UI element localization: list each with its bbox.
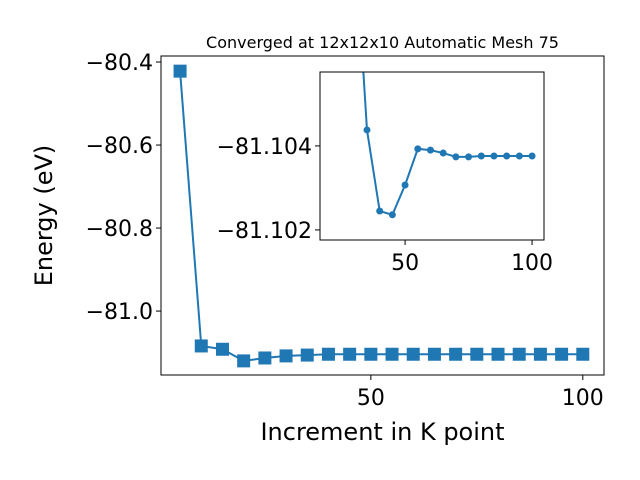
marker xyxy=(533,347,547,361)
marker xyxy=(343,347,357,361)
marker xyxy=(376,207,384,215)
marker xyxy=(363,126,371,134)
y-tick-label: −80.4 xyxy=(86,51,153,76)
marker xyxy=(414,145,422,153)
marker xyxy=(321,347,335,361)
marker xyxy=(470,347,484,361)
marker xyxy=(364,347,378,361)
marker xyxy=(427,347,441,361)
marker xyxy=(491,347,505,361)
marker xyxy=(490,152,498,160)
marker xyxy=(426,146,434,154)
marker xyxy=(385,347,399,361)
marker xyxy=(388,211,396,219)
y-tick-label: −81.104 xyxy=(217,135,312,160)
marker xyxy=(406,347,420,361)
y-tick-label: −81.102 xyxy=(217,219,312,244)
marker xyxy=(503,152,511,160)
marker xyxy=(528,152,536,160)
x-tick-label: 50 xyxy=(391,251,419,276)
marker xyxy=(439,149,447,157)
chart-title: Converged at 12x12x10 Automatic Mesh 75 xyxy=(206,33,559,52)
marker xyxy=(401,181,409,189)
marker xyxy=(279,349,293,363)
marker xyxy=(173,64,187,78)
axes-frame xyxy=(319,71,545,241)
marker xyxy=(512,347,526,361)
x-axis-label: Increment in K point xyxy=(260,418,504,446)
axes-frame xyxy=(160,55,605,376)
marker xyxy=(215,342,229,356)
x-tick-label: 50 xyxy=(357,386,385,411)
y-tick-label: −80.6 xyxy=(86,134,153,159)
marker xyxy=(449,347,463,361)
plot-area xyxy=(362,72,536,219)
marker xyxy=(194,339,208,353)
marker xyxy=(300,348,314,362)
x-tick-label: 100 xyxy=(562,386,604,411)
plot-area xyxy=(173,64,590,368)
marker xyxy=(237,354,251,368)
marker xyxy=(258,351,272,365)
y-axis-label: Energy (eV) xyxy=(30,145,58,287)
y-tick-label: −81.0 xyxy=(86,300,153,325)
x-tick-label: 100 xyxy=(511,251,553,276)
marker xyxy=(576,347,590,361)
y-tick-label: −80.8 xyxy=(86,217,153,242)
marker xyxy=(555,347,569,361)
marker xyxy=(477,152,485,160)
marker xyxy=(515,152,523,160)
marker xyxy=(465,153,473,161)
marker xyxy=(452,153,460,161)
